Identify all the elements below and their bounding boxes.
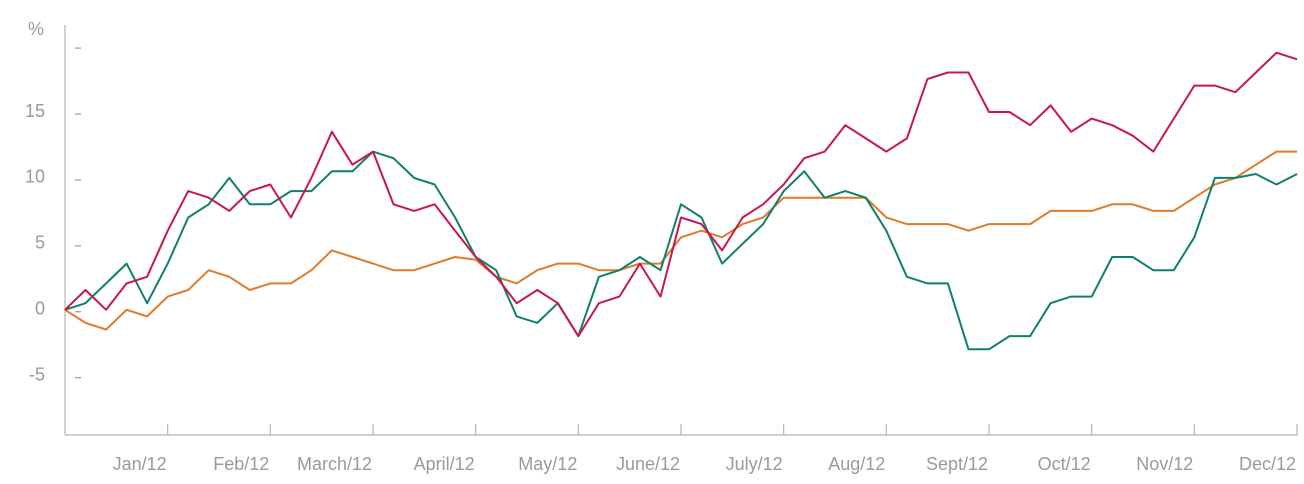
series-line (64, 150, 1297, 331)
series-line (64, 150, 1298, 351)
x-tick-label: March/12 (297, 454, 372, 474)
y-tick-label: 10 (25, 167, 45, 187)
x-tick-label: April/12 (414, 454, 475, 474)
x-tick-label: May/12 (518, 454, 577, 474)
y-tick-label: -5 (29, 364, 45, 384)
y-tick-label: % (28, 19, 44, 39)
x-tick-label: June/12 (616, 454, 680, 474)
x-tick-label: Dec/12 (1239, 454, 1296, 474)
x-tick-label: Aug/12 (828, 454, 885, 474)
x-tick-label: Sept/12 (926, 454, 988, 474)
y-tick-label: 15 (25, 101, 45, 121)
y-tick-label: 0 (35, 299, 45, 319)
y-tick-label: 5 (35, 233, 45, 253)
x-tick-label: July/12 (726, 454, 783, 474)
series-line (64, 51, 1298, 338)
x-tick-label: Feb/12 (213, 454, 269, 474)
x-tick-label: Nov/12 (1136, 454, 1193, 474)
x-tick-label: Oct/12 (1038, 454, 1091, 474)
x-tick-label: Jan/12 (113, 454, 167, 474)
